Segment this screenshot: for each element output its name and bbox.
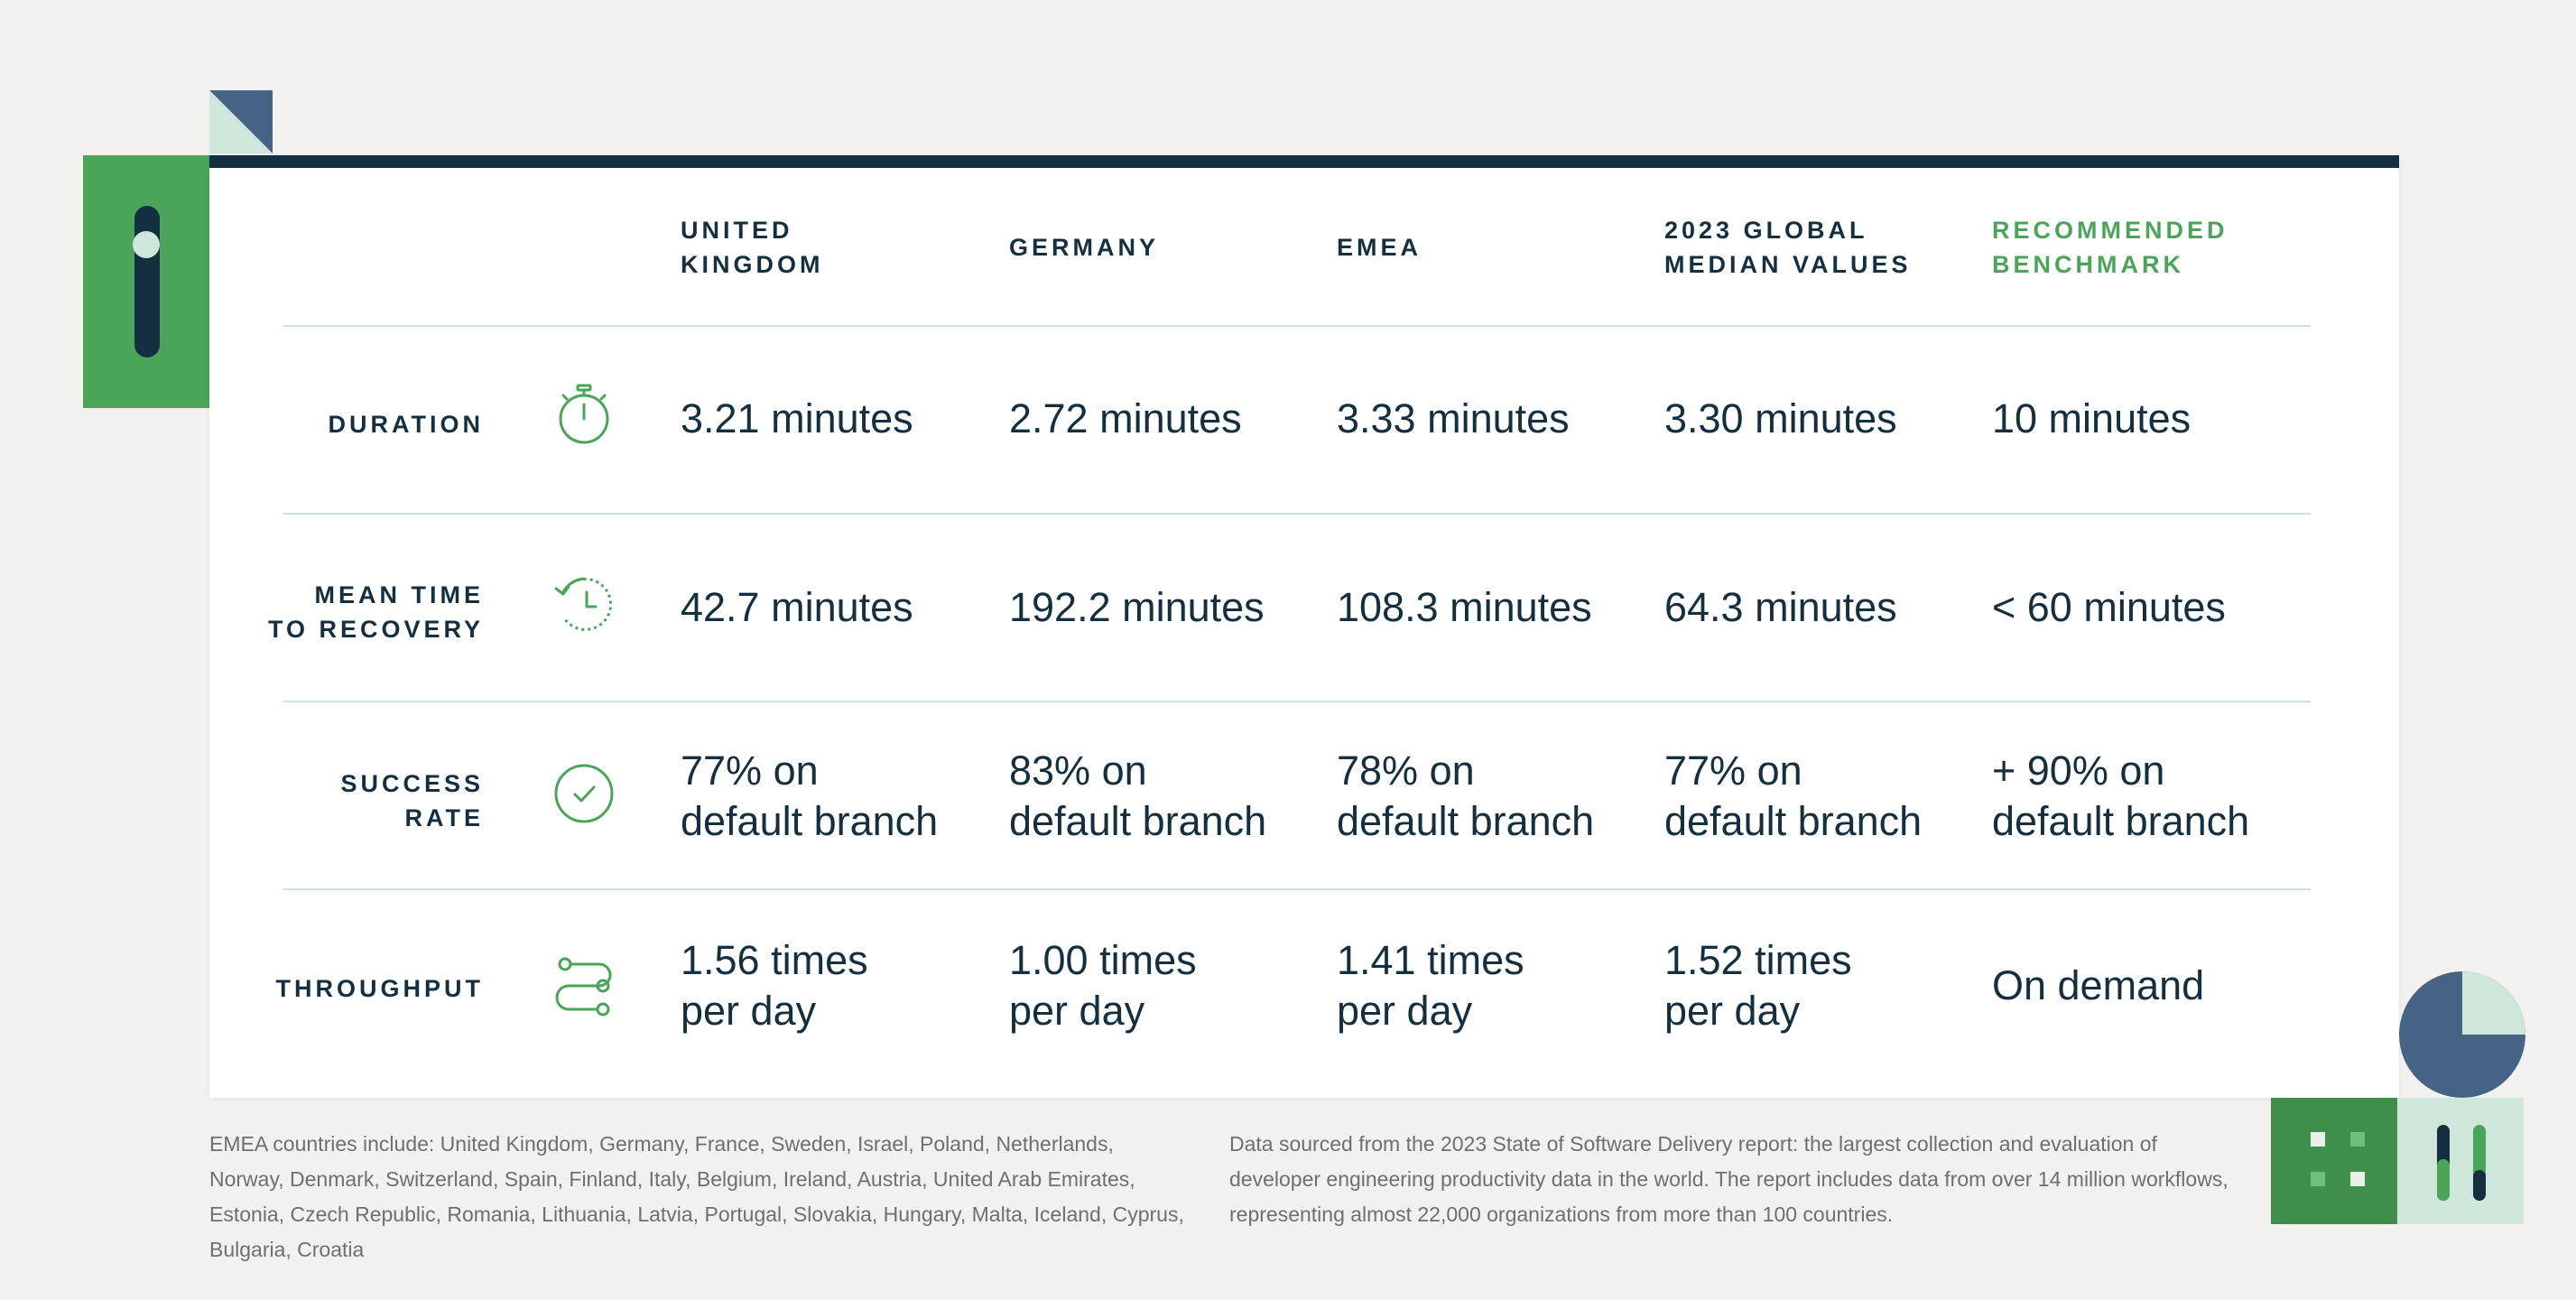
cell-duration-global-median: 3.30 minutes — [1664, 395, 1897, 441]
bar-fill-decoration — [2473, 1170, 2486, 1201]
cell-throughput-emea: 1.41 times per day — [1337, 937, 1524, 1034]
square-dot-decoration — [2350, 1132, 2365, 1147]
toggle-knob-decoration — [133, 231, 160, 258]
card-top-bar — [209, 155, 2399, 168]
row-label-throughput: THROUGHPUT — [275, 975, 484, 1002]
row-label-duration: DURATION — [328, 411, 484, 438]
square-dot-decoration — [2350, 1172, 2365, 1186]
clock-rewind-icon — [554, 577, 613, 631]
cell-success-germany: 83% on default branch — [1009, 748, 1267, 844]
cell-mttr-germany: 192.2 minutes — [1009, 584, 1265, 630]
cell-duration-recommended: 10 minutes — [1992, 395, 2191, 441]
cell-duration-emea: 3.33 minutes — [1337, 395, 1570, 441]
cell-success-united-kingdom: 77% on default branch — [681, 748, 939, 844]
workflow-nodes-icon — [555, 957, 612, 1017]
header-global-median: 2023 GLOBAL MEDIAN VALUES — [1664, 217, 1912, 278]
table-divider — [283, 701, 2311, 702]
footnote-data-source: Data sourced from the 2023 State of Soft… — [1229, 1132, 2229, 1226]
table-divider — [283, 513, 2311, 515]
corner-triangle-decoration — [209, 90, 273, 153]
cell-duration-united-kingdom: 3.21 minutes — [681, 395, 913, 441]
row-label-success-rate: SUCCESS RATE — [340, 770, 484, 831]
stopwatch-icon — [559, 384, 609, 444]
cell-throughput-recommended: On demand — [1992, 962, 2205, 1008]
bar-fill-decoration — [2437, 1159, 2450, 1201]
table-divider — [283, 888, 2311, 890]
row-label-mean-time-to-recovery: MEAN TIME TO RECOVERY — [267, 581, 484, 643]
cell-mttr-united-kingdom: 42.7 minutes — [681, 584, 913, 630]
mint-square-decoration — [2397, 1098, 2524, 1224]
cell-throughput-united-kingdom: 1.56 times per day — [681, 937, 868, 1034]
cell-mttr-emea: 108.3 minutes — [1337, 584, 1592, 630]
benchmark-table-card: UNITED KINGDOM GERMANY EMEA 2023 GLOBAL … — [209, 155, 2399, 1098]
dark-green-square-decoration — [2271, 1098, 2397, 1224]
header-emea: EMEA — [1337, 234, 1422, 261]
cell-success-global-median: 77% on default branch — [1664, 748, 1923, 844]
table-divider — [283, 325, 2311, 327]
cell-duration-germany: 2.72 minutes — [1009, 395, 1242, 441]
cell-success-recommended: + 90% on default branch — [1992, 748, 2250, 844]
cell-success-emea: 78% on default branch — [1337, 748, 1595, 844]
header-united-kingdom: UNITED KINGDOM — [681, 217, 824, 278]
cell-mttr-recommended: < 60 minutes — [1992, 584, 2226, 630]
pie-decoration — [2399, 971, 2525, 1098]
header-germany: GERMANY — [1009, 234, 1160, 261]
toggle-pill-decoration — [134, 206, 160, 358]
check-circle-icon — [554, 764, 614, 823]
square-dot-decoration — [2311, 1172, 2325, 1186]
header-recommended-benchmark: RECOMMENDED BENCHMARK — [1992, 217, 2229, 278]
square-dot-decoration — [2311, 1132, 2325, 1147]
footnote-emea-countries: EMEA countries include: United Kingdom, … — [209, 1132, 1184, 1261]
cell-throughput-global-median: 1.52 times per day — [1664, 937, 1852, 1034]
cell-mttr-global-median: 64.3 minutes — [1664, 584, 1897, 630]
cell-throughput-germany: 1.00 times per day — [1009, 937, 1197, 1034]
